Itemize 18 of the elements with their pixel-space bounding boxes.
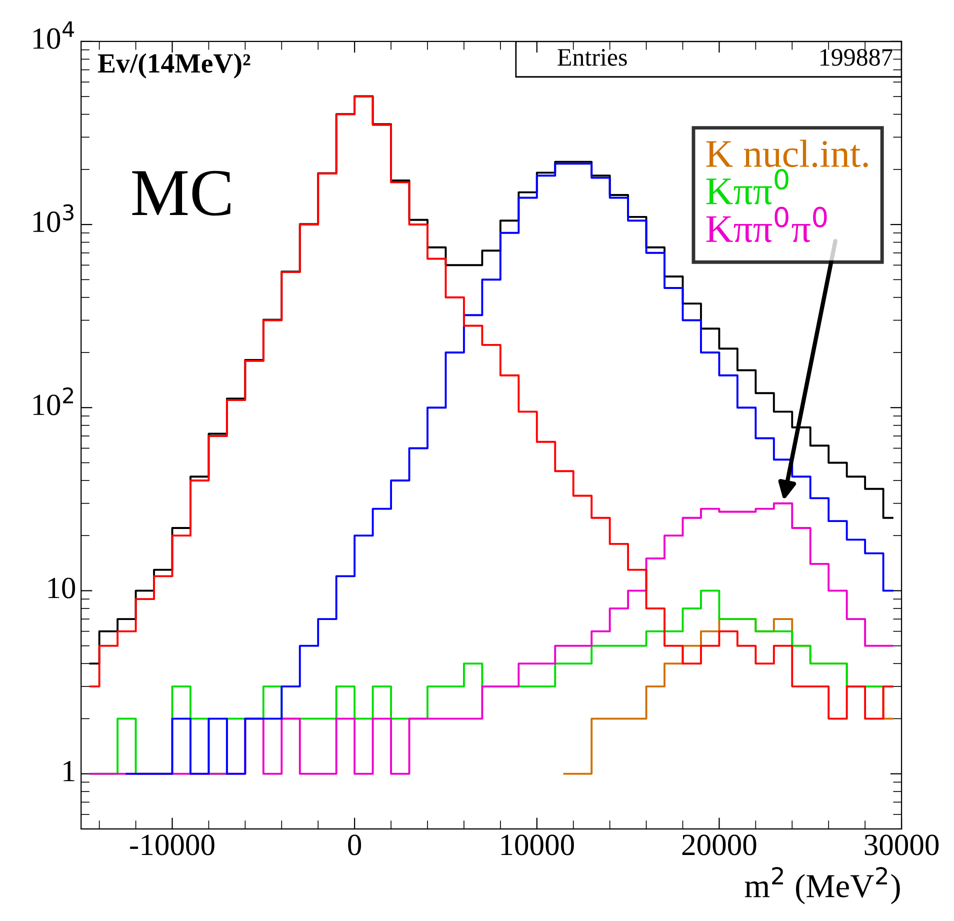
y-tick-label: 10$^{2}$ xyxy=(33,387,74,416)
text: Kππ$^{0}$ xyxy=(706,169,788,205)
text: K nucl.int. xyxy=(706,140,868,168)
y-tick-label: 1 xyxy=(64,760,74,782)
annotation: Entries xyxy=(558,49,627,66)
y-tick-label: 10$^{3}$ xyxy=(33,204,74,232)
x-tick-label: 20000 xyxy=(682,834,756,856)
annotation: 199887 xyxy=(820,48,893,66)
y-axis-title: Ev/(14MeV)² xyxy=(98,53,250,78)
x-tick-label: 10000 xyxy=(501,834,574,856)
x-tick-label: -10000 xyxy=(130,834,214,856)
y-tick-label: 10$^{4}$ xyxy=(33,21,74,49)
y-tick-label: 10 xyxy=(48,578,76,598)
x-axis-title: m$^{2}$ (MeV$^{2}$) xyxy=(744,867,900,904)
annotation: MC xyxy=(132,170,230,216)
x-tick-label: 0 xyxy=(348,834,362,856)
x-tick-label: 30000 xyxy=(864,834,939,856)
text: Kππ$^{0}$π$^{0}$ xyxy=(706,206,827,242)
